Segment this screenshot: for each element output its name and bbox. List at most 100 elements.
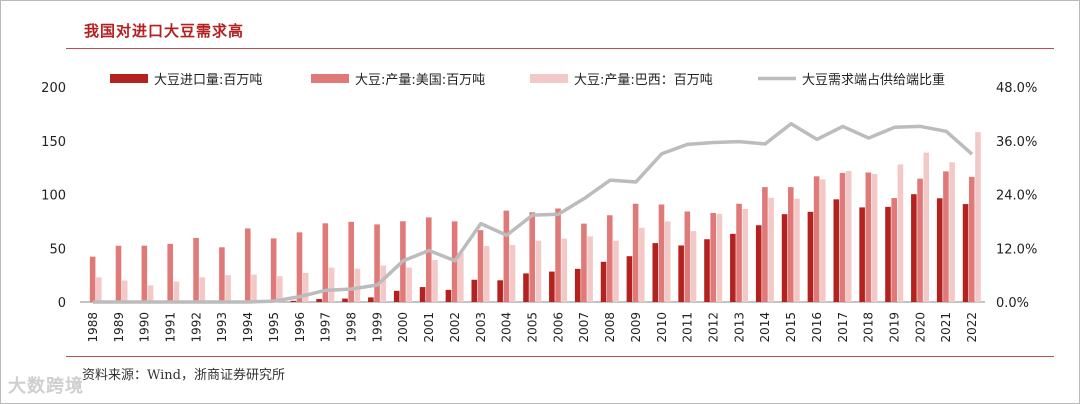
bar-2	[348, 221, 354, 302]
bar-1	[730, 233, 736, 302]
bar-2	[710, 212, 716, 302]
x-tick-label: 1991	[164, 312, 178, 343]
bar-1	[393, 290, 400, 302]
bar-1	[471, 279, 478, 302]
bar-3	[458, 252, 464, 302]
bar-3	[121, 280, 128, 302]
bar-2	[787, 187, 794, 302]
bar-2	[606, 215, 613, 302]
bar-3	[277, 276, 283, 302]
bar-1	[807, 211, 814, 302]
y-tick-label: 200	[41, 81, 66, 96]
bar-3	[251, 274, 257, 302]
bar-1	[859, 207, 865, 302]
bar-3	[225, 275, 231, 303]
x-tick-label: 2021	[939, 312, 953, 343]
bar-3	[561, 238, 568, 302]
bar-1	[445, 289, 452, 302]
legend-swatch	[110, 74, 148, 83]
bar-3	[406, 267, 412, 302]
bar-1	[911, 194, 917, 302]
watermark: 大数跨境	[8, 376, 84, 397]
bar-2	[115, 245, 122, 302]
bar-2	[529, 212, 535, 302]
bar-1	[290, 300, 297, 302]
bar-2	[917, 178, 923, 302]
x-tick-label: 2009	[629, 312, 643, 343]
bar-3	[716, 213, 723, 302]
bar-3	[639, 227, 645, 302]
x-tick-label: 2022	[965, 312, 979, 343]
bar-2	[555, 208, 561, 302]
bar-2	[736, 203, 742, 302]
bar-2	[891, 198, 897, 302]
bar-2	[684, 211, 691, 302]
y2-tick-label: 36.0%	[996, 135, 1037, 150]
bar-3	[96, 277, 102, 302]
bar-1	[600, 261, 607, 302]
x-tick-label: 2000	[396, 312, 410, 343]
x-tick-label: 2014	[758, 312, 772, 343]
bar-2	[374, 224, 380, 302]
x-tick-label: 1999	[370, 312, 384, 343]
bar-2	[322, 223, 329, 302]
x-tick-label: 2017	[836, 312, 850, 343]
title-rule	[66, 48, 1054, 49]
x-tick-label: 2016	[810, 312, 824, 343]
x-tick-label: 2001	[422, 312, 436, 343]
x-tick-label: 1996	[293, 312, 307, 343]
bar-2	[141, 245, 148, 302]
legend-label: 大豆需求端占供给端比重	[802, 72, 945, 88]
x-tick-label: 2010	[655, 312, 669, 343]
bar-3	[975, 132, 981, 302]
source-note: 资料来源：Wind，浙商证券研究所	[82, 368, 285, 383]
bar-2	[193, 237, 199, 302]
bar-1	[678, 245, 684, 302]
bar-3	[380, 265, 387, 302]
bar-3	[845, 170, 852, 302]
x-tick-label: 2002	[448, 312, 462, 343]
bar-1	[962, 204, 969, 302]
axes: 0 50 100 150 200 0.0% 12.0% 24.0% 36.0% 48.0% 1988…	[41, 81, 1037, 343]
bar-3	[923, 152, 930, 302]
bar-1	[497, 280, 503, 302]
y-tick-label: 0	[58, 296, 66, 311]
bar-3	[173, 281, 180, 302]
bar-3	[768, 197, 774, 302]
y2-tick-label: 24.0%	[996, 189, 1037, 204]
bar-3	[742, 209, 749, 302]
bar-1	[936, 198, 943, 302]
x-tick-label: 2007	[577, 312, 591, 343]
chart-title: 我国对进口大豆需求高	[84, 22, 245, 40]
x-tick-label: 2020	[913, 312, 927, 343]
y2-tick-label: 0.0%	[996, 296, 1029, 311]
bar-2	[425, 217, 432, 302]
source-rule	[66, 356, 1054, 357]
bar-3	[535, 240, 542, 302]
y2-tick-label: 48.0%	[996, 81, 1037, 96]
bar-1	[523, 273, 529, 302]
x-tick-label: 2004	[500, 312, 514, 343]
x-tick-label: 2011	[681, 312, 695, 343]
bar-3	[509, 245, 516, 302]
x-tick-label: 1998	[345, 312, 359, 343]
y2-tick-label: 12.0%	[996, 242, 1037, 257]
bar-1	[833, 199, 840, 302]
ratio-line-path	[92, 121, 974, 304]
legend-swatch	[530, 74, 568, 83]
legend-label: 大豆:产量:美国:百万吨	[355, 73, 485, 88]
x-tick-label: 2015	[784, 312, 798, 343]
bar-1	[368, 297, 374, 302]
bar-3	[432, 260, 438, 302]
bar-3	[302, 272, 309, 302]
x-tick-label: 2019	[888, 312, 902, 343]
bar-3	[690, 231, 697, 302]
legend-swatch	[311, 74, 349, 83]
bar-1	[652, 243, 659, 302]
bar-1	[781, 214, 788, 302]
x-tick-label: 2018	[862, 312, 876, 343]
bar-2	[658, 204, 665, 302]
x-tick-label: 2005	[526, 312, 540, 343]
bars	[89, 132, 981, 303]
